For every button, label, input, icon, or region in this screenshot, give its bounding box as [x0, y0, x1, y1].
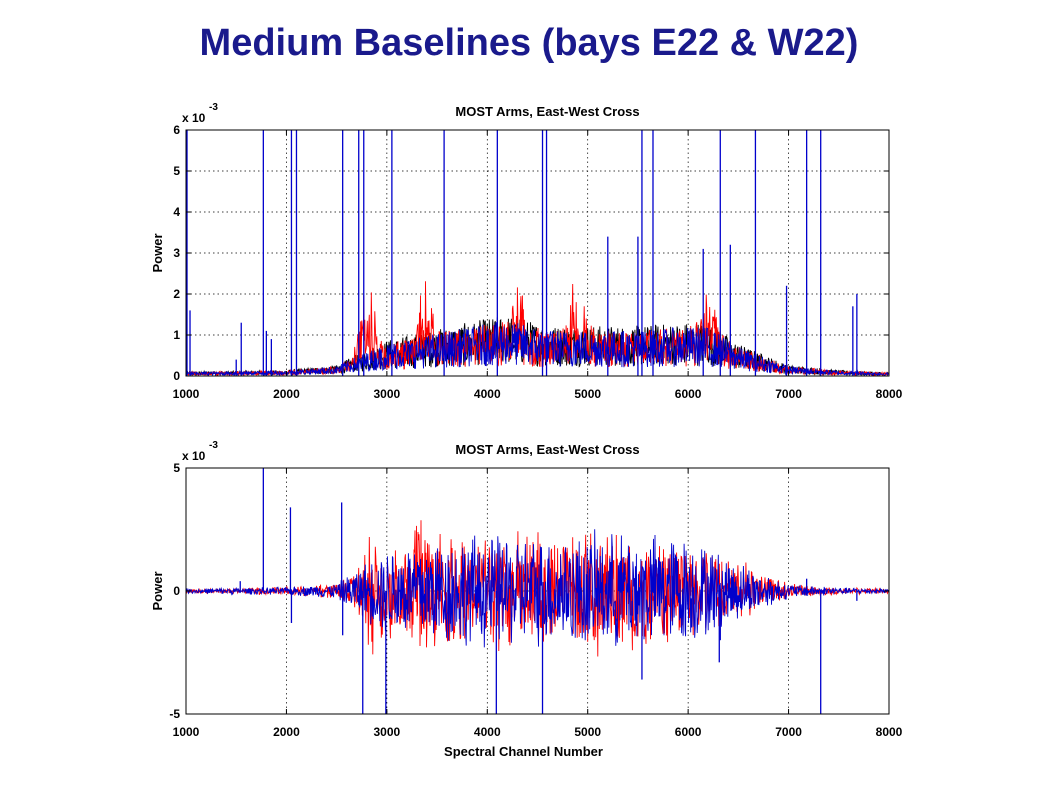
top-exponent-label: x 10 [182, 111, 206, 125]
bottom-xtick-label: 6000 [675, 725, 702, 739]
top-xtick-label: 1000 [173, 387, 200, 401]
top-ytick-label: 2 [173, 287, 180, 301]
bottom-exponent-value: -3 [209, 440, 218, 451]
top-xtick-label: 3000 [374, 387, 401, 401]
top-ytick-label: 6 [173, 123, 180, 137]
top-ytick-label: 1 [173, 328, 180, 342]
top-series-blue [185, 322, 890, 377]
bottom-xtick-label: 3000 [374, 725, 401, 739]
top-xtick-label: 8000 [876, 387, 903, 401]
top-ytick-label: 3 [173, 246, 180, 260]
bottom-xtick-label: 2000 [273, 725, 300, 739]
bottom-series-blue [185, 529, 890, 648]
bottom-xtick-label: 5000 [574, 725, 601, 739]
top-exponent-value: -3 [209, 102, 218, 113]
bottom-xtick-label: 1000 [173, 725, 200, 739]
bottom-xlabel: Spectral Channel Number [444, 744, 603, 759]
top-ytick-label: 4 [173, 205, 180, 219]
bottom-ytick-label: 0 [173, 584, 180, 598]
top-chart: 1000 2000 3000 4000 5000 6000 7000 8000 0 1 2 3 4 5 6 M… [150, 102, 903, 401]
bottom-ytick-label: -5 [169, 707, 180, 721]
bottom-chart-title: MOST Arms, East-West Cross [455, 442, 639, 457]
top-chart-title: MOST Arms, East-West Cross [455, 104, 639, 119]
bottom-xtick-label: 7000 [775, 725, 802, 739]
top-xtick-label: 5000 [574, 387, 601, 401]
bottom-chart: 1000 2000 3000 4000 5000 6000 7000 8000 -5 0 5 MOST… [150, 440, 903, 759]
top-xtick-label: 4000 [474, 387, 501, 401]
top-xtick-label: 7000 [775, 387, 802, 401]
bottom-ylabel: Power [150, 571, 165, 610]
top-xtick-label: 2000 [273, 387, 300, 401]
top-ytick-label: 0 [173, 369, 180, 383]
bottom-xtick-label: 4000 [474, 725, 501, 739]
bottom-xtick-label: 8000 [876, 725, 903, 739]
bottom-ytick-label: 5 [173, 461, 180, 475]
top-ylabel: Power [150, 233, 165, 272]
top-xtick-label: 6000 [675, 387, 702, 401]
bottom-exponent-label: x 10 [182, 449, 206, 463]
top-ytick-label: 5 [173, 164, 180, 178]
page-title: Medium Baselines (bays E22 & W22) [199, 22, 859, 64]
